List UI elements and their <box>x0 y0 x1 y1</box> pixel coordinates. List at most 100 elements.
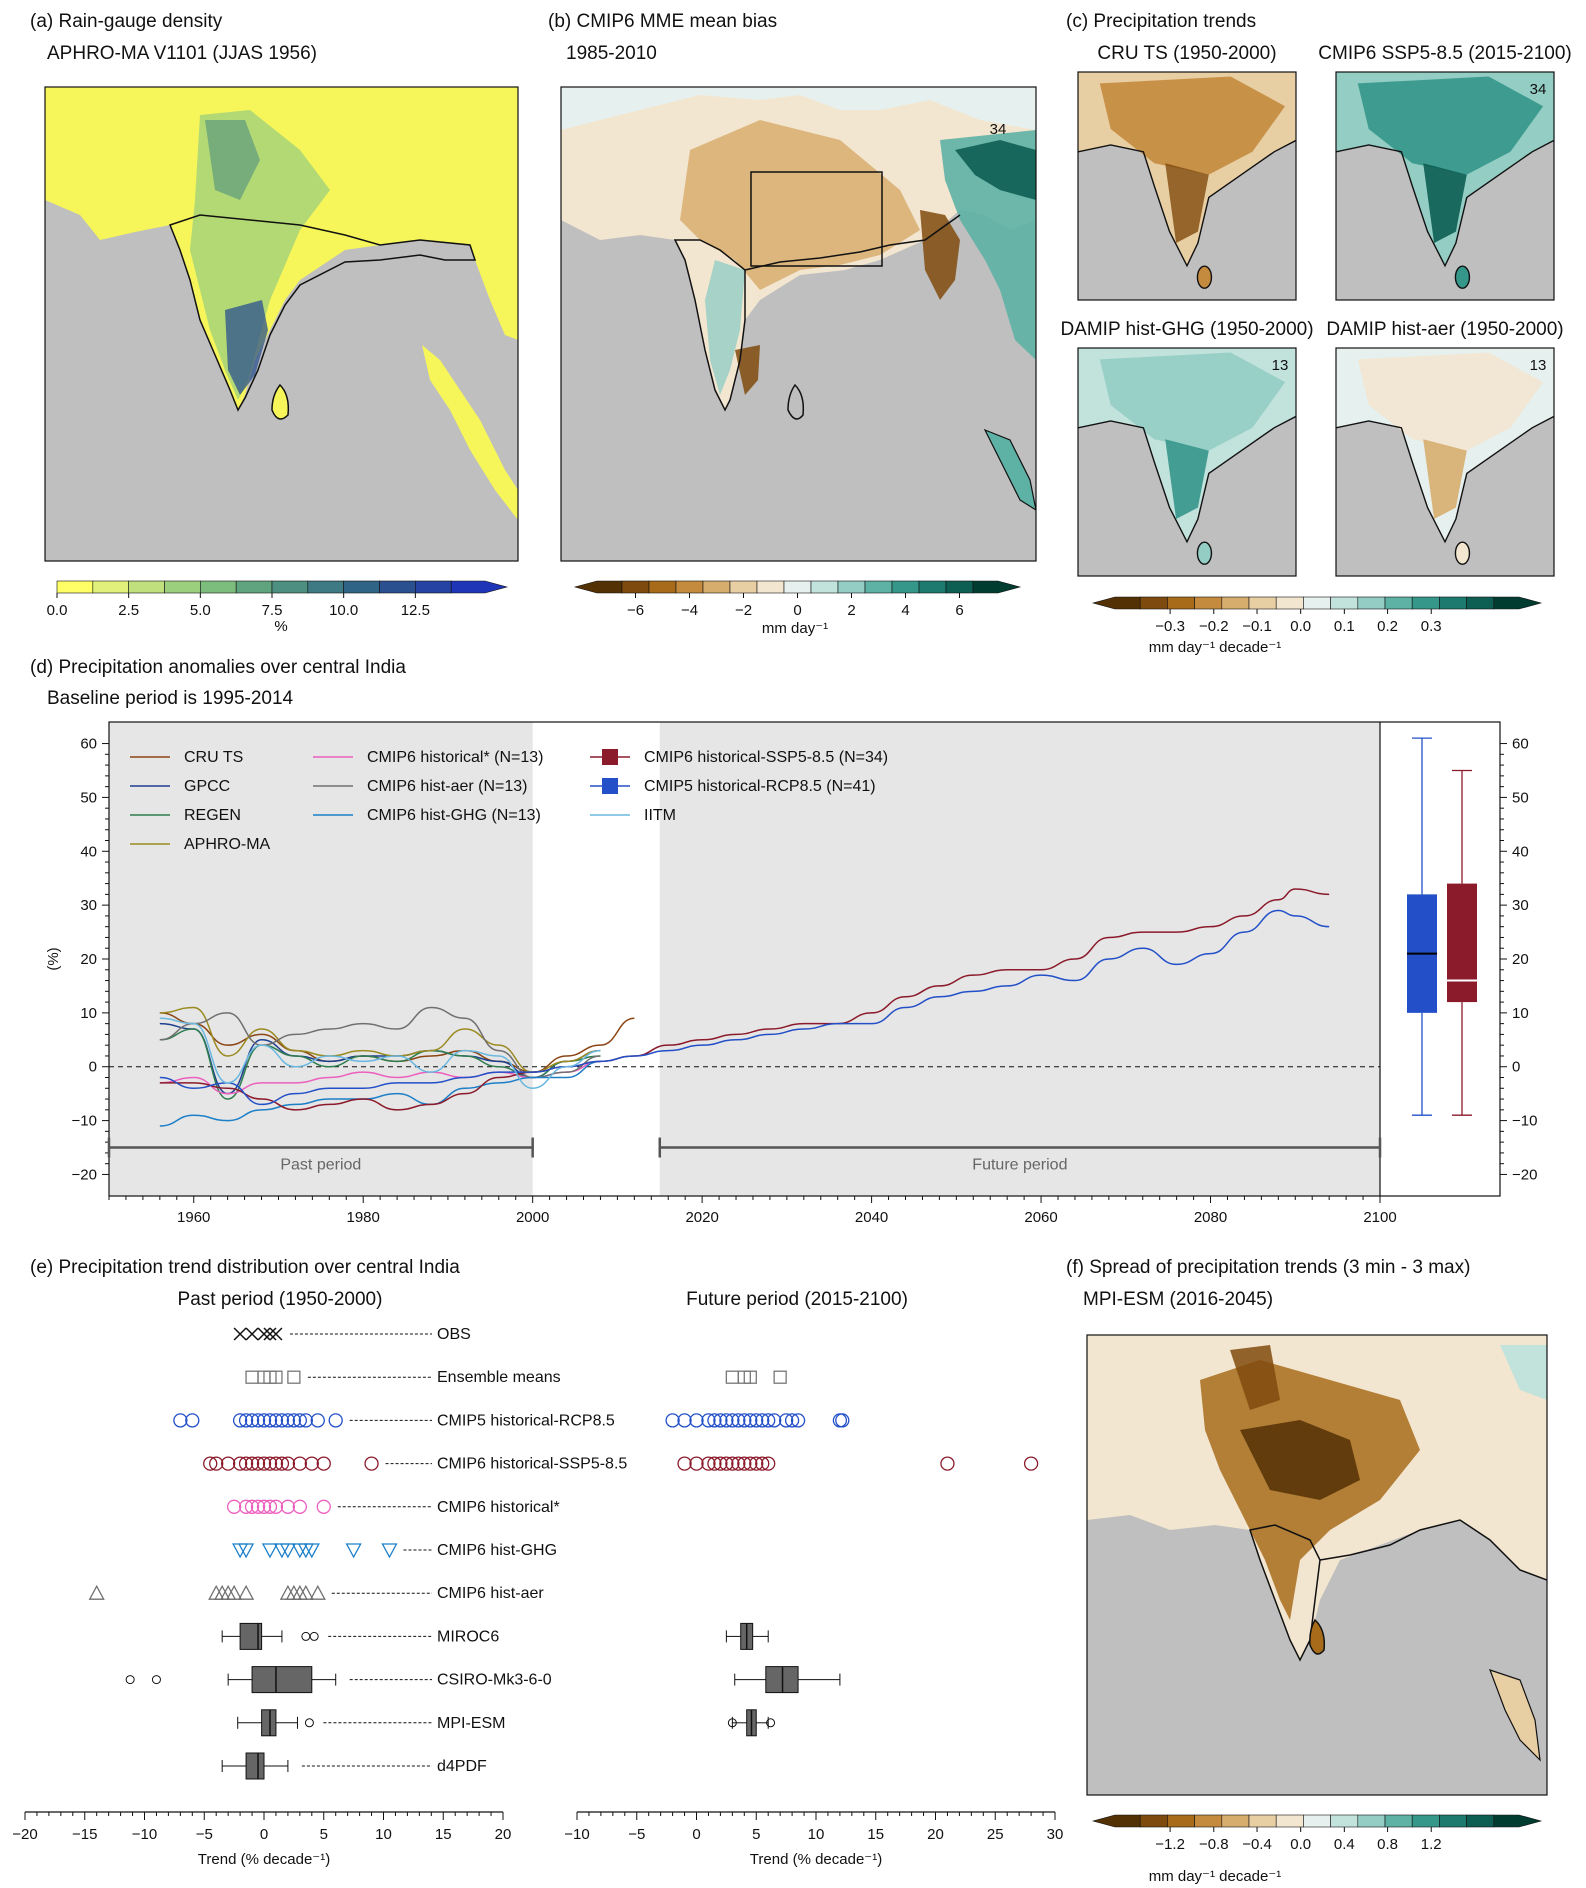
model-marker <box>256 1499 272 1514</box>
model-marker <box>689 1456 704 1471</box>
sri-lanka <box>1454 265 1471 289</box>
ensemble-mean-marker <box>773 1370 787 1384</box>
model-marker <box>665 1413 680 1428</box>
model-marker <box>232 1413 248 1428</box>
box-outlier <box>304 1718 314 1728</box>
colorbar-tick-label: 2.5 <box>118 602 139 619</box>
ghg-marker <box>261 1543 279 1559</box>
ghg-marker <box>345 1543 362 1559</box>
map-frame <box>560 86 1037 562</box>
model-marker <box>268 1413 284 1428</box>
model-marker <box>743 1456 758 1471</box>
colorbar-tick-label: −1.2 <box>1155 1836 1185 1853</box>
y-tick-label: 60 <box>80 736 97 753</box>
model-marker <box>203 1456 218 1471</box>
x-tick-label: −10 <box>564 1826 589 1843</box>
colorbar-f: −1.2 −0.8 −0.4 0.0 0.4 0.8 1.2 <box>1091 1814 1543 1853</box>
sri-lanka <box>1196 265 1213 289</box>
colorbar-segment <box>164 580 201 594</box>
colorbar-tick-label: 7.5 <box>262 602 283 619</box>
x-tick-label: 5 <box>752 1826 760 1843</box>
box-iqr <box>239 1622 263 1650</box>
coastline <box>169 214 477 412</box>
colorbar-segment <box>1091 596 1141 610</box>
colorbar-segment <box>343 580 380 594</box>
colorbar-segment <box>891 580 920 594</box>
model-marker <box>250 1499 266 1514</box>
model-marker <box>701 1456 716 1471</box>
panel-d-title: (d) Precipitation anomalies over central… <box>30 657 406 678</box>
colorbar-tick-label: 0.1 <box>1334 618 1355 635</box>
y-tick-label-right: −10 <box>1512 1113 1537 1130</box>
colorbar-tick-label: 0.0 <box>1290 618 1311 635</box>
colorbar-segment <box>729 580 758 594</box>
coastline-east <box>744 214 961 271</box>
colorbar-tick-label: 4 <box>901 602 909 619</box>
colorbar-segment <box>1248 1814 1277 1828</box>
x-axis-label: Trend (% decade⁻¹) <box>198 1851 330 1868</box>
legend-swatch-box <box>602 778 618 794</box>
legend-label: CMIP6 hist-GHG (N=13) <box>367 807 541 824</box>
map-frame <box>1086 1334 1548 1796</box>
model-marker <box>220 1456 236 1471</box>
aer-marker <box>309 1584 326 1600</box>
colorbar-segment <box>675 580 704 594</box>
colorbar-tick-label: −0.3 <box>1155 618 1185 635</box>
bias-map: 34 <box>560 86 1037 562</box>
x-tick-label: 2060 <box>1024 1209 1057 1226</box>
box-iqr <box>251 1666 313 1694</box>
y-tick-label-right: 0 <box>1512 1059 1520 1076</box>
coastline <box>1336 415 1555 544</box>
colorbar-segment <box>1303 1814 1331 1828</box>
colorbar-segment <box>1493 1814 1543 1828</box>
colorbar-segment <box>1411 1814 1440 1828</box>
colorbar-segment <box>1384 596 1413 610</box>
model-marker <box>250 1413 266 1428</box>
southeast-asia-yellow <box>422 345 518 520</box>
model-marker <box>256 1413 272 1428</box>
colorbar-segment <box>1466 1814 1495 1828</box>
colorbar-segment <box>1275 1814 1304 1828</box>
model-marker <box>244 1499 260 1514</box>
colorbar-segment <box>837 580 866 594</box>
shaded-period <box>659 722 1380 1196</box>
colorbar-f-unit: mm day⁻¹ decade⁻¹ <box>1149 1868 1282 1885</box>
model-marker <box>280 1456 296 1471</box>
model-marker <box>940 1456 955 1471</box>
model-marker <box>304 1456 319 1471</box>
panel-c-title: (c) Precipitation trends <box>1066 11 1256 32</box>
colorbar-segment <box>1194 1814 1223 1828</box>
model-marker <box>767 1413 782 1428</box>
colorbar-tick-label: 0 <box>793 602 801 619</box>
model-marker <box>238 1499 254 1514</box>
x-tick-label: 2080 <box>1194 1209 1227 1226</box>
colorbar-segment <box>92 580 129 594</box>
colorbar-segment <box>972 580 1022 594</box>
trend-region <box>1099 352 1286 451</box>
trend-maps: CRU TS (1950-2000) CMIP6 SSP5-8.5 (2015-2… <box>1060 43 1572 577</box>
colorbar-segment <box>1439 1814 1467 1828</box>
trend-region <box>1357 76 1544 175</box>
y-tick-label: 50 <box>80 789 97 806</box>
model-marker <box>784 1413 800 1428</box>
series-line <box>159 1006 601 1073</box>
model-marker <box>725 1456 740 1471</box>
y-tick-label-right: −20 <box>1512 1166 1537 1183</box>
coastline <box>1249 1524 1321 1662</box>
model-marker <box>761 1413 776 1428</box>
ghg-marker <box>237 1543 255 1559</box>
colorbar-segment <box>128 580 165 594</box>
y-tick-label: 40 <box>80 843 97 860</box>
map-frame <box>1077 347 1297 577</box>
map-content <box>1078 348 1296 565</box>
x-tick-label: −5 <box>196 1826 213 1843</box>
model-marker <box>316 1499 331 1514</box>
y-tick-label: 0 <box>89 1059 97 1076</box>
model-marker <box>713 1456 728 1471</box>
gauge-very-dense-region <box>225 300 268 395</box>
model-marker <box>677 1413 692 1428</box>
ensemble-mean-marker <box>245 1370 259 1384</box>
model-marker <box>286 1413 302 1428</box>
model-marker <box>749 1456 764 1471</box>
legend-label: CMIP6 hist-aer (N=13) <box>367 778 528 795</box>
